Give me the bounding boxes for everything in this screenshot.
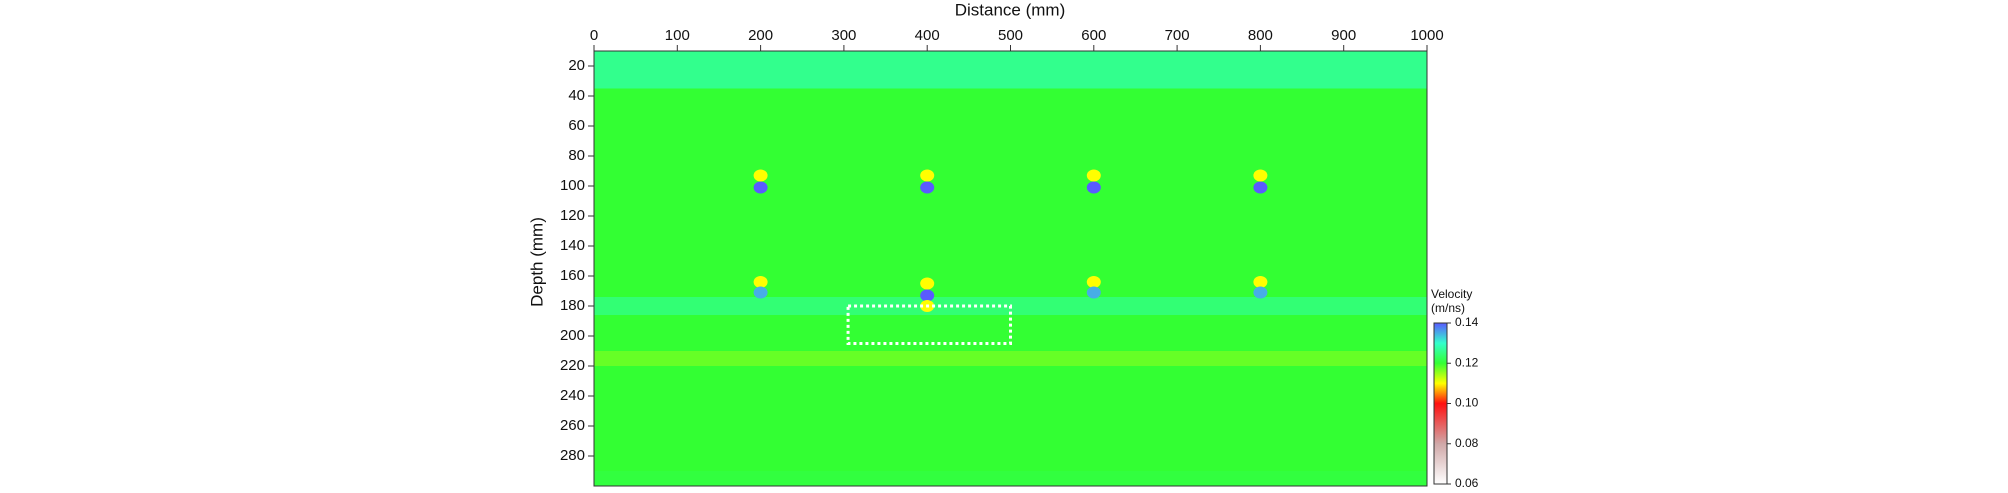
x-tick-label: 700	[1165, 27, 1190, 44]
x-tick-label: 0	[590, 27, 598, 44]
colorbar-tick-label: 0.12	[1455, 355, 1479, 369]
colorbar-tick-label: 0.06	[1455, 476, 1479, 490]
y-tick-label: 180	[560, 297, 585, 314]
anomaly	[753, 169, 768, 182]
y-tick-label: 160	[560, 267, 585, 284]
x-tick-label: 500	[998, 27, 1023, 44]
x-tick-label: 100	[665, 27, 690, 44]
heatmap-background	[594, 51, 1427, 486]
anomaly	[920, 181, 935, 194]
anomaly	[1253, 181, 1268, 194]
colorbar-title: (m/ns)	[1431, 301, 1465, 315]
x-axis-title: Distance (mm)	[955, 0, 1066, 19]
x-tick-label: 1000	[1410, 27, 1443, 44]
colorbar-tick-label: 0.08	[1455, 436, 1479, 450]
colorbar-tick-label: 0.14	[1455, 315, 1479, 329]
x-tick-label: 300	[831, 27, 856, 44]
y-tick-label: 80	[568, 147, 585, 164]
anomaly	[753, 286, 768, 299]
anomaly	[1253, 169, 1268, 182]
y-tick-label: 200	[560, 327, 585, 344]
anomaly	[1086, 276, 1101, 288]
anomaly	[1086, 181, 1101, 194]
plot-area	[594, 51, 1427, 486]
y-tick-label: 140	[560, 237, 585, 254]
y-tick-label: 100	[560, 177, 585, 194]
y-tick-label: 220	[560, 357, 585, 374]
y-tick-label: 120	[560, 207, 585, 224]
anomaly	[1086, 169, 1101, 182]
heatmap-band	[594, 351, 1427, 366]
x-tick-label: 600	[1081, 27, 1106, 44]
anomaly	[1253, 276, 1268, 288]
x-tick-label: 200	[748, 27, 773, 44]
highlight-box	[846, 304, 1012, 345]
y-tick-label: 40	[568, 87, 585, 104]
y-tick-label: 20	[568, 57, 585, 74]
y-tick-label: 260	[560, 417, 585, 434]
anomaly	[920, 169, 935, 182]
anomaly	[1086, 286, 1101, 299]
anomaly	[753, 181, 768, 194]
x-tick-label: 800	[1248, 27, 1273, 44]
heatmap-band	[594, 471, 1427, 486]
x-tick-label: 400	[915, 27, 940, 44]
colorbar	[1433, 322, 1448, 485]
anomaly	[920, 289, 935, 302]
colorbar-tick-label: 0.10	[1455, 396, 1479, 410]
y-axis-title: Depth (mm)	[527, 217, 546, 307]
x-tick-label: 900	[1331, 27, 1356, 44]
heatmap-band	[594, 51, 1427, 89]
anomaly	[753, 276, 768, 288]
colorbar-title: Velocity	[1431, 287, 1472, 301]
y-tick-label: 280	[560, 447, 585, 464]
y-tick-label: 240	[560, 387, 585, 404]
y-tick-label: 60	[568, 117, 585, 134]
anomaly	[920, 277, 935, 290]
anomaly	[1253, 286, 1268, 299]
